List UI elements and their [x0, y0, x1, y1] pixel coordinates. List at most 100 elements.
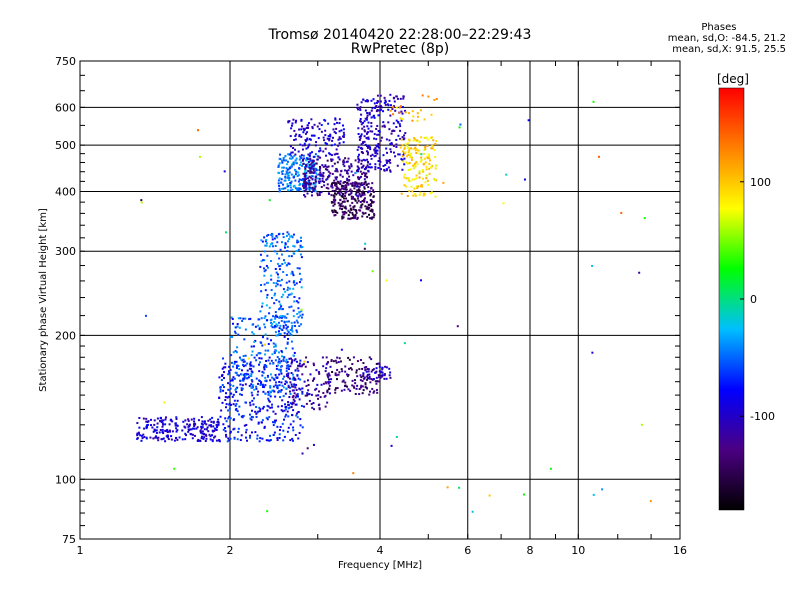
y-tick-label: 500	[55, 139, 76, 152]
data-point	[301, 148, 304, 151]
data-point	[269, 438, 272, 441]
data-point	[261, 419, 264, 422]
data-point	[415, 148, 418, 151]
data-point	[401, 155, 404, 158]
data-point	[201, 426, 204, 429]
data-point	[416, 112, 419, 115]
data-point	[313, 170, 316, 173]
data-point	[297, 150, 300, 153]
data-point	[265, 242, 268, 245]
data-point	[370, 358, 373, 361]
data-point	[231, 395, 234, 398]
data-point	[366, 158, 369, 161]
data-point	[315, 162, 318, 165]
data-point	[291, 156, 294, 159]
data-point	[394, 155, 397, 158]
data-point	[361, 392, 364, 395]
data-point	[263, 425, 266, 428]
data-point	[174, 422, 177, 425]
data-point	[319, 147, 322, 150]
data-point	[289, 381, 292, 384]
data-point	[258, 440, 261, 443]
data-point	[324, 134, 327, 137]
data-point	[249, 361, 252, 364]
data-point	[403, 184, 406, 187]
data-point	[213, 429, 216, 432]
data-point	[347, 217, 350, 220]
data-point	[420, 185, 423, 188]
data-point	[250, 354, 253, 357]
data-point	[362, 373, 365, 376]
data-point	[263, 366, 266, 369]
data-point	[357, 178, 360, 181]
data-point	[343, 133, 346, 136]
data-point	[316, 383, 319, 386]
data-point	[336, 378, 339, 381]
data-point	[398, 106, 401, 109]
data-point	[232, 376, 235, 379]
data-point	[372, 391, 375, 394]
data-point	[288, 255, 291, 258]
data-point	[292, 287, 295, 290]
data-point	[425, 165, 428, 168]
data-point	[366, 375, 369, 378]
data-point	[303, 144, 306, 147]
data-point	[227, 395, 230, 398]
data-point	[307, 160, 310, 163]
data-point	[308, 143, 311, 146]
data-point	[282, 187, 285, 190]
data-point	[302, 190, 305, 193]
data-point	[428, 155, 431, 158]
data-point	[356, 103, 359, 106]
data-point	[229, 379, 232, 382]
data-point	[318, 128, 321, 131]
data-point	[303, 380, 306, 383]
data-point	[252, 365, 255, 368]
data-point	[275, 364, 278, 367]
data-point	[353, 386, 356, 389]
data-point	[312, 408, 315, 411]
data-point	[276, 236, 279, 239]
data-point	[249, 401, 252, 404]
data-point	[378, 365, 381, 368]
data-point	[142, 433, 145, 436]
data-point	[338, 158, 341, 161]
data-point	[285, 159, 288, 162]
data-point	[458, 486, 461, 489]
data-point	[301, 392, 304, 395]
data-point	[312, 167, 315, 170]
data-point	[356, 384, 359, 387]
data-point	[284, 176, 287, 179]
data-point	[353, 198, 356, 201]
data-point	[198, 155, 201, 158]
data-point	[358, 393, 361, 396]
data-point	[181, 429, 184, 432]
data-point	[331, 136, 334, 139]
data-point	[270, 243, 273, 246]
data-point	[304, 139, 307, 142]
data-point	[291, 359, 294, 362]
data-point	[387, 159, 390, 162]
data-point	[259, 437, 262, 440]
data-point	[391, 108, 394, 111]
data-point	[269, 385, 272, 388]
data-point	[308, 187, 311, 190]
data-point	[341, 370, 344, 373]
data-point	[301, 183, 304, 186]
data-point	[300, 154, 303, 157]
data-point	[366, 131, 369, 134]
data-point	[220, 379, 223, 382]
data-point	[358, 189, 361, 192]
data-point	[334, 170, 337, 173]
data-point	[278, 361, 281, 364]
data-point	[402, 160, 405, 163]
data-point	[325, 356, 328, 359]
data-point	[168, 429, 171, 432]
data-point	[276, 273, 279, 276]
data-point	[430, 113, 433, 116]
data-point	[322, 175, 325, 178]
data-point	[362, 375, 365, 378]
data-point	[310, 191, 313, 194]
data-point	[236, 374, 239, 377]
data-point	[280, 360, 283, 363]
